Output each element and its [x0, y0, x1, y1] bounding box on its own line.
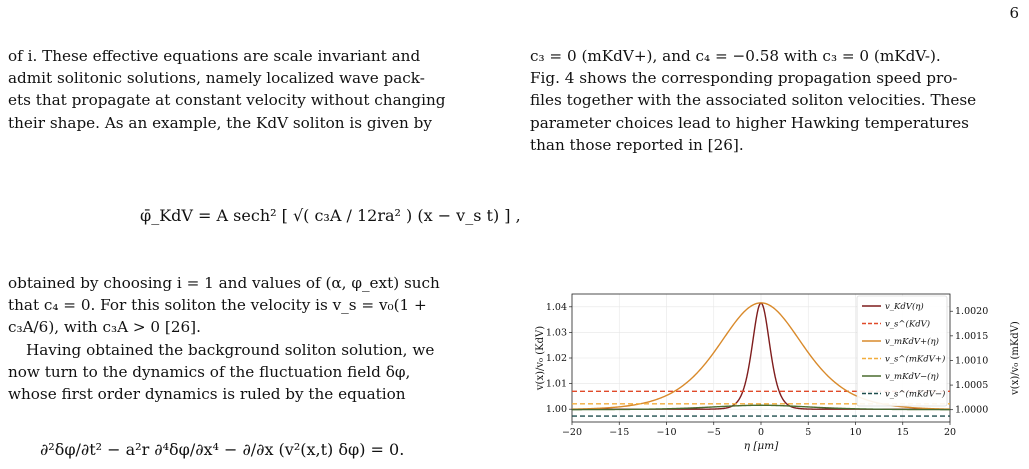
text-line: whose first order dynamics is ruled by t… [8, 385, 406, 404]
text-line: c₃ = 0 (mKdV+), and c₄ = −0.58 with c₃ =… [530, 47, 941, 65]
x-tick-label: 15 [897, 427, 909, 438]
text-line: ets that propagate at constant velocity … [8, 91, 446, 110]
x-tick-label: 10 [849, 427, 861, 438]
x-axis-label: η [μm] [744, 440, 780, 452]
text-line: admit solitonic solutions, namely locali… [8, 69, 425, 88]
left-column: of i. These effective equations are scal… [8, 45, 496, 134]
y-tick-label-left: 1.01 [546, 379, 567, 390]
y-tick-label-right: 1.0020 [955, 306, 988, 317]
text-line: obtained by choosing i = 1 and values of… [8, 274, 440, 292]
y-tick-label-left: 1.00 [546, 404, 567, 415]
text-line: Fig. 4 shows the corresponding propagati… [530, 69, 958, 88]
paragraph-2: obtained by choosing i = 1 and values of… [8, 272, 496, 339]
x-tick-label: −20 [562, 427, 582, 438]
text-line: than those reported in [26]. [530, 135, 744, 154]
x-tick-label: −5 [707, 427, 721, 438]
legend-box [856, 295, 948, 407]
x-tick-label: 5 [805, 427, 811, 438]
paragraph-1: of i. These effective equations are scal… [8, 45, 496, 134]
text-line: files together with the associated solit… [530, 91, 977, 110]
x-tick-label: −10 [656, 427, 676, 438]
legend-label: v_mKdV−(η) [885, 371, 939, 382]
y-tick-label-right: 1.0005 [955, 380, 988, 391]
text-line: parameter choices lead to higher Hawking… [530, 113, 969, 132]
text-line: now turn to the dynamics of the fluctuat… [8, 362, 411, 381]
x-tick-label: 0 [758, 427, 764, 438]
y-tick-label-right: 1.0000 [955, 405, 988, 416]
velocity-profile-chart: −20 −15 −10 −5 0 5 10 15 20 1.00 1.01 1.02 1.03 1.04 1… [535, 293, 1021, 452]
left-column-continued: obtained by choosing i = 1 and values of… [8, 272, 496, 405]
right-column: c₃ = 0 (mKdV+), and c₄ = −0.58 with c₃ =… [530, 45, 1018, 156]
y-tick-label-right: 1.0010 [955, 355, 988, 366]
y-tick-label-right: 1.0015 [955, 331, 988, 342]
text-line: c₃A/6), with c₃A > 0 [26]. [8, 318, 201, 337]
page-number: 6 [1009, 4, 1019, 22]
x-tick-label: −15 [609, 427, 629, 438]
y-axis-label-left: v(x)/v₀ (KdV) [535, 326, 546, 391]
paragraph-3: Having obtained the background soliton s… [8, 339, 496, 406]
legend-label: v_s^(mKdV+) [885, 354, 945, 365]
text-line: their shape. As an example, the KdV soli… [8, 113, 432, 132]
y-axis-label-right: v(x)/v₀ (mKdV) [1010, 321, 1021, 396]
y-tick-label-left: 1.02 [546, 353, 567, 364]
x-tick-label: 20 [944, 427, 956, 438]
paragraph-right: c₃ = 0 (mKdV+), and c₄ = −0.58 with c₃ =… [530, 45, 1018, 156]
text-line: of i. These effective equations are scal… [8, 47, 421, 65]
legend-label: v_s^(KdV) [885, 319, 930, 330]
legend-label: v_KdV(η) [885, 301, 924, 312]
legend-label: v_s^(mKdV−) [885, 389, 945, 400]
fluctuation-equation: ∂²δφ/∂t² − a²r ∂⁴δφ/∂x⁴ − ∂/∂x (v²(x,t) … [40, 440, 405, 459]
text-line: that c₄ = 0. For this soliton the veloci… [8, 296, 427, 315]
y-tick-label-left: 1.03 [546, 327, 567, 338]
text-line: Having obtained the background soliton s… [26, 340, 435, 359]
series-line [572, 404, 950, 411]
y-tick-label-left: 1.04 [546, 302, 567, 313]
kdv-equation: φ̄_KdV = A sech² [ √( c₃A / 12ra² ) (x −… [140, 206, 521, 225]
legend-label: v_mKdV+(η) [885, 336, 939, 347]
